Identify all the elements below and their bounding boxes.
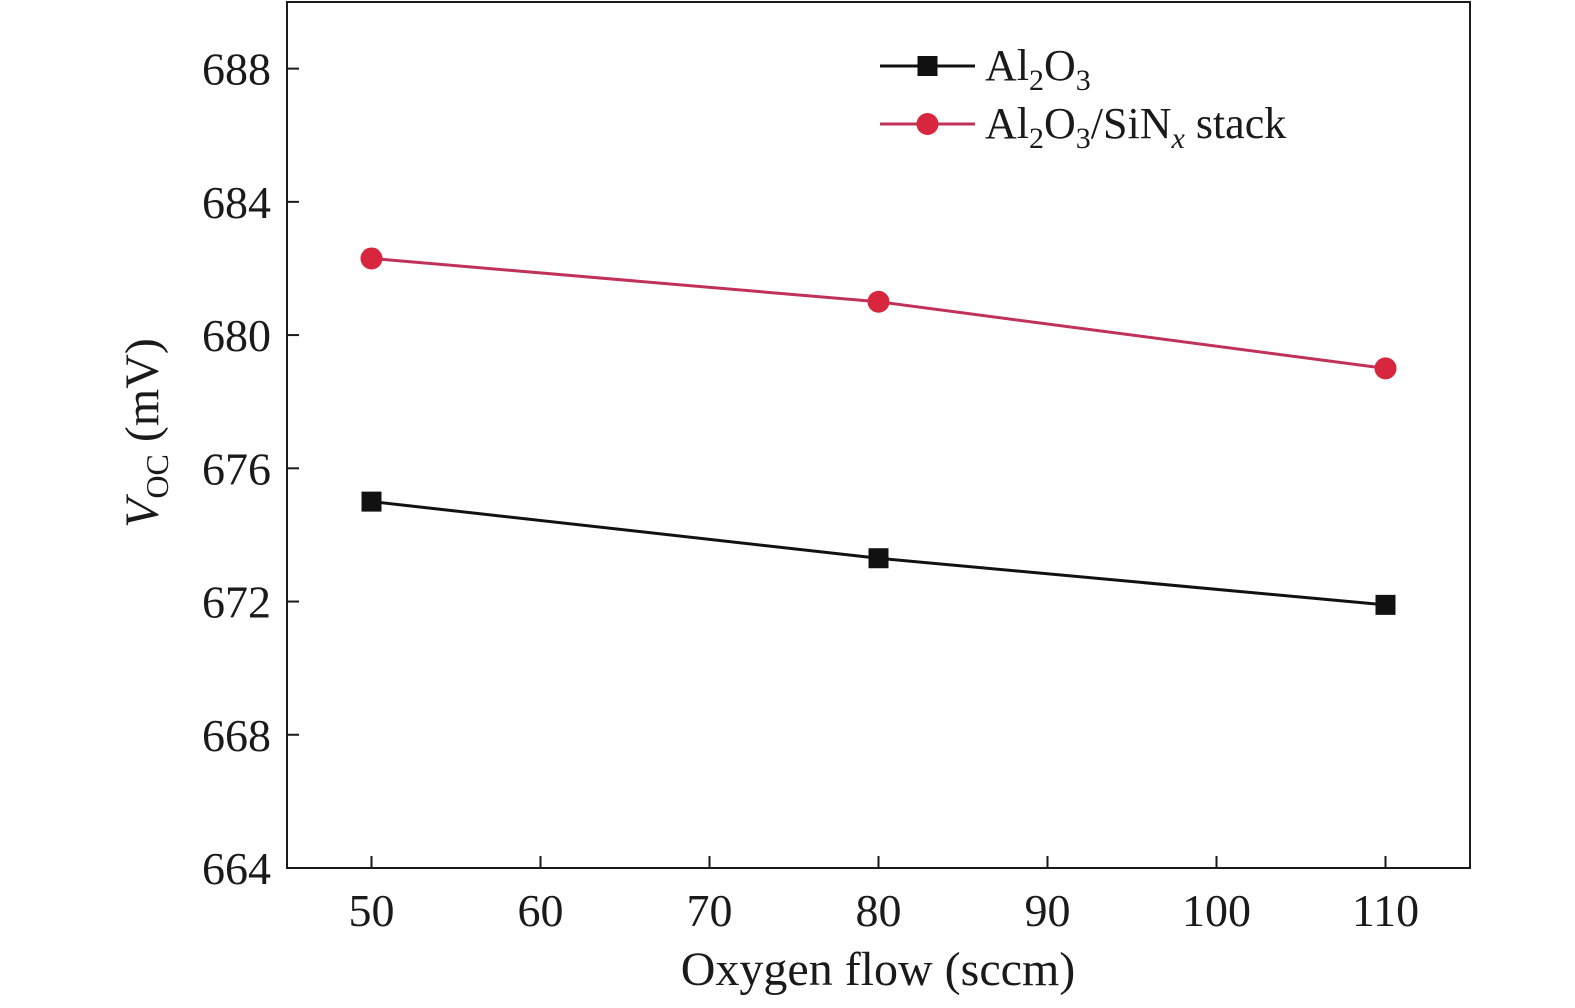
y-axis-title-unit: (mV): [116, 338, 169, 454]
series-layer: [360, 247, 1397, 615]
series-1: [361, 491, 1396, 615]
legend-item-2: Al2O3/SiNx stack: [880, 99, 1286, 155]
legend-label: Al2O3: [985, 41, 1091, 97]
x-tick-label: 70: [687, 885, 733, 936]
x-axis-title: Oxygen flow (sccm): [681, 943, 1076, 996]
y-tick-label: 672: [202, 577, 271, 628]
series-2: [360, 247, 1397, 380]
y-axis-title-symbol: V: [116, 494, 169, 528]
y-tick-label: 684: [202, 177, 271, 228]
data-point: [1375, 594, 1396, 615]
y-tick-label: 676: [202, 443, 271, 494]
y-tick-label: 668: [202, 710, 271, 761]
y-axis-title-subscript: OC: [139, 454, 175, 498]
x-tick-label: 110: [1352, 885, 1419, 936]
data-point: [867, 290, 890, 313]
x-tick-label: 90: [1025, 885, 1071, 936]
y-axis-title: VOC (mV): [116, 338, 175, 528]
data-point: [1374, 357, 1397, 380]
legend-label: Al2O3/SiNx stack: [985, 99, 1286, 155]
data-point: [868, 548, 889, 569]
legend-swatch-marker: [917, 56, 938, 76]
plot-frame: [286, 1, 1471, 869]
y-tick-label: 680: [202, 310, 271, 361]
y-tick-label: 664: [202, 843, 271, 894]
series-line: [371, 256, 1386, 370]
legend-swatch-marker: [916, 113, 939, 135]
x-tick-label: 80: [856, 885, 902, 936]
y-tick-label: 688: [202, 44, 271, 95]
x-tick-label: 60: [518, 885, 564, 936]
x-axis-ticks: 50 60 70 80 90 100 110: [349, 856, 1419, 936]
data-point: [360, 247, 383, 270]
legend-item-1: Al2O3: [880, 41, 1091, 97]
x-tick-label: 100: [1182, 885, 1251, 936]
x-tick-label: 50: [349, 885, 395, 936]
y-axis-ticks: 664 668 672 676 680 684 688: [202, 44, 299, 894]
data-point: [361, 491, 382, 512]
